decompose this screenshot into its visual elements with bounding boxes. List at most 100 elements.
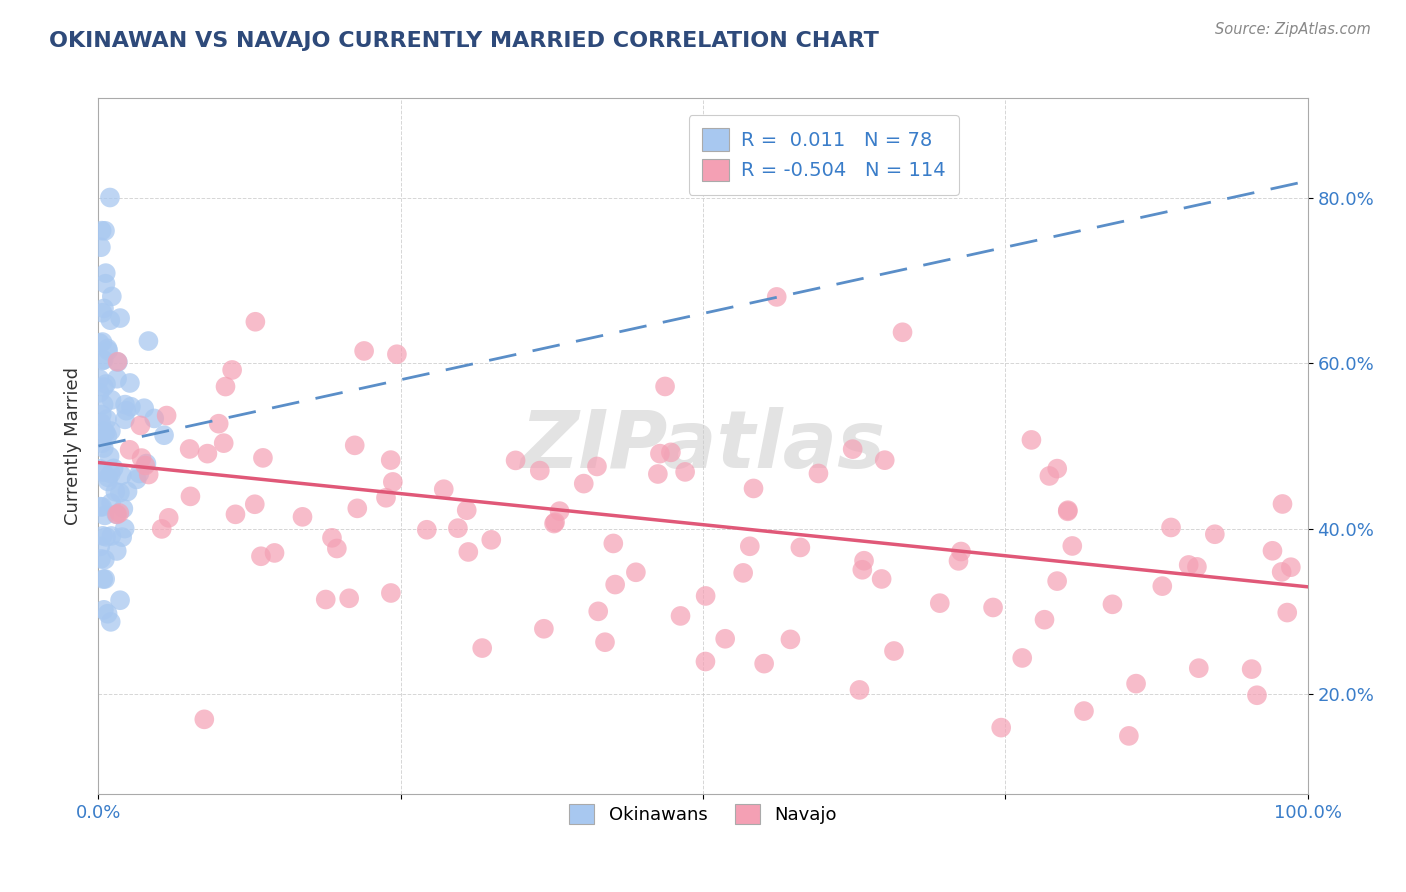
Point — [1188, 661, 1211, 675]
Point — [118, 376, 141, 390]
Point — [108, 311, 131, 326]
Point — [346, 501, 368, 516]
Point — [155, 409, 177, 423]
Point — [742, 482, 765, 496]
Point — [100, 467, 122, 481]
Point — [94, 552, 117, 566]
Point — [90, 552, 112, 566]
Point — [150, 522, 173, 536]
Point — [343, 438, 366, 452]
Point — [416, 523, 439, 537]
Point — [647, 467, 669, 481]
Point — [94, 508, 117, 523]
Point — [779, 632, 801, 647]
Point — [111, 468, 134, 483]
Text: Source: ZipAtlas.com: Source: ZipAtlas.com — [1215, 22, 1371, 37]
Point — [108, 506, 131, 520]
Point — [212, 436, 235, 450]
Point — [433, 482, 456, 496]
Point — [891, 325, 914, 339]
Point — [315, 592, 337, 607]
Point — [193, 712, 215, 726]
Point — [765, 290, 787, 304]
Point — [90, 240, 112, 254]
Point — [91, 306, 114, 320]
Point — [108, 485, 131, 500]
Point — [143, 411, 166, 425]
Point — [380, 453, 402, 467]
Point — [654, 379, 676, 393]
Point — [1246, 688, 1268, 702]
Point — [90, 408, 112, 422]
Point — [89, 372, 111, 386]
Text: OKINAWAN VS NAVAJO CURRENTLY MARRIED CORRELATION CHART: OKINAWAN VS NAVAJO CURRENTLY MARRIED COR… — [49, 31, 879, 51]
Point — [94, 266, 117, 280]
Point — [93, 397, 115, 411]
Point — [948, 554, 970, 568]
Point — [97, 475, 120, 489]
Point — [93, 380, 115, 394]
Point — [115, 403, 138, 417]
Point — [1152, 579, 1174, 593]
Point — [1277, 606, 1299, 620]
Point — [533, 622, 555, 636]
Point — [98, 190, 121, 204]
Point — [107, 355, 129, 369]
Point — [586, 459, 609, 474]
Point — [93, 352, 115, 367]
Point — [112, 501, 135, 516]
Point — [1021, 433, 1043, 447]
Point — [669, 609, 692, 624]
Point — [981, 600, 1004, 615]
Point — [851, 563, 873, 577]
Point — [89, 462, 111, 476]
Point — [91, 572, 114, 586]
Point — [1240, 662, 1263, 676]
Point — [89, 385, 111, 400]
Point — [1033, 613, 1056, 627]
Point — [1038, 469, 1060, 483]
Point — [111, 530, 134, 544]
Point — [91, 465, 114, 479]
Point — [1185, 560, 1208, 574]
Point — [157, 511, 180, 525]
Point — [96, 412, 118, 426]
Point — [479, 533, 502, 547]
Point — [1046, 461, 1069, 475]
Point — [1271, 497, 1294, 511]
Point — [602, 536, 624, 550]
Point — [738, 539, 761, 553]
Point — [870, 572, 893, 586]
Point — [134, 401, 156, 416]
Point — [447, 521, 470, 535]
Point — [97, 343, 120, 358]
Point — [252, 450, 274, 465]
Point — [326, 541, 349, 556]
Point — [1073, 704, 1095, 718]
Point — [1271, 565, 1294, 579]
Point — [138, 334, 160, 348]
Point — [1101, 597, 1123, 611]
Point — [807, 467, 830, 481]
Point — [153, 428, 176, 442]
Point — [990, 721, 1012, 735]
Point — [114, 398, 136, 412]
Point — [543, 516, 565, 531]
Text: ZIPatlas: ZIPatlas — [520, 407, 886, 485]
Point — [457, 545, 479, 559]
Point — [94, 425, 117, 440]
Point — [1125, 676, 1147, 690]
Point — [94, 377, 117, 392]
Point — [291, 509, 314, 524]
Point — [456, 503, 478, 517]
Point — [135, 457, 157, 471]
Point — [105, 507, 128, 521]
Point — [1062, 539, 1084, 553]
Point — [94, 572, 117, 586]
Point — [380, 586, 402, 600]
Point — [114, 522, 136, 536]
Point — [91, 529, 114, 543]
Point — [593, 635, 616, 649]
Point — [873, 453, 896, 467]
Point — [505, 453, 527, 467]
